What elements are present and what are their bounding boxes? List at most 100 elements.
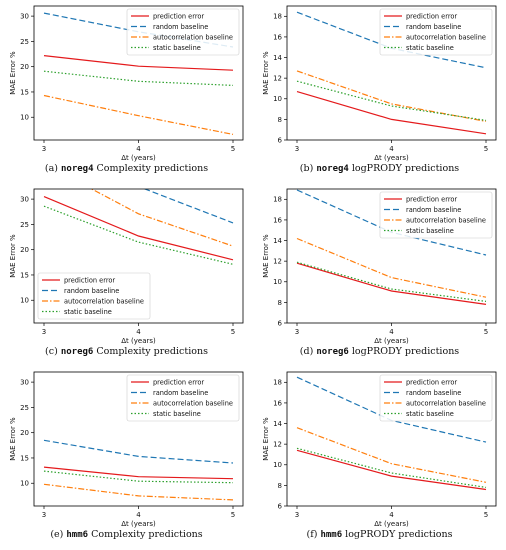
legend-label: static baseline xyxy=(64,308,112,316)
y-tick-label: 14 xyxy=(273,420,282,428)
legend-label: random baseline xyxy=(406,206,461,214)
caption-d: (d) noreg6 logPRODY predictions xyxy=(253,346,506,357)
chart-panel-c: 10 15 20 25 30 3 4 5 Δt (years) MAE Error % predic… xyxy=(0,183,253,366)
x-axis-label: Δt (years) xyxy=(374,154,409,162)
y-tick-label: 14 xyxy=(273,54,282,62)
x-tick-label: 4 xyxy=(389,511,394,519)
series-line-prediction-error xyxy=(296,262,487,305)
series-line-autocorrelation-baseline xyxy=(43,483,234,501)
x-tick-label: 5 xyxy=(484,145,488,153)
legend-label: random baseline xyxy=(153,389,208,397)
x-axis-label: Δt (years) xyxy=(374,520,409,528)
chart-svg-c: 10 15 20 25 30 3 4 5 Δt (years) MAE Error % predic… xyxy=(9,188,244,345)
series-line-random-baseline xyxy=(43,439,234,464)
legend-label: random baseline xyxy=(64,287,119,295)
x-tick-label: 3 xyxy=(42,145,46,153)
series-group xyxy=(43,439,234,501)
legend-box xyxy=(379,8,493,56)
legend-label: prediction error xyxy=(153,378,204,386)
y-tick-label: 25 xyxy=(20,404,29,412)
legend-label: prediction error xyxy=(153,12,204,20)
series-line-prediction-error xyxy=(43,466,234,480)
x-tick-label: 5 xyxy=(484,328,488,336)
legend-label: prediction error xyxy=(64,276,115,284)
y-tick-label: 10 xyxy=(20,114,29,122)
caption-suffix: Complexity predictions xyxy=(93,346,208,357)
legend: prediction error random baseline autocorre… xyxy=(126,374,240,422)
y-tick-label: 8 xyxy=(278,116,282,124)
y-tick-label: 10 xyxy=(20,297,29,305)
caption-suffix: Complexity predictions xyxy=(93,163,209,174)
x-tick-label: 4 xyxy=(136,511,141,519)
series-line-random-baseline xyxy=(43,12,234,48)
y-tick-label: 15 xyxy=(20,454,29,462)
caption-prefix: (e) xyxy=(50,529,67,540)
y-tick-label: 20 xyxy=(20,246,29,254)
caption-prefix: (f) xyxy=(306,529,321,540)
legend-label: prediction error xyxy=(406,195,457,203)
chart-panel-b: 6 8 10 12 14 16 18 3 4 5 Δt (years) MAE Error % pred… xyxy=(253,0,506,183)
series-line-static-baseline xyxy=(43,70,234,86)
y-tick-label: 14 xyxy=(273,237,282,245)
y-tick-label: 6 xyxy=(278,319,283,327)
legend-label: static baseline xyxy=(406,410,454,418)
series-group xyxy=(43,189,234,265)
x-tick-label: 3 xyxy=(42,511,46,519)
series-line-autocorrelation-baseline xyxy=(296,237,487,298)
x-tick-label: 5 xyxy=(231,328,235,336)
legend-label: prediction error xyxy=(406,12,457,20)
y-axis-label: MAE Error % xyxy=(262,417,270,461)
y-tick-label: 20 xyxy=(20,429,29,437)
caption-suffix: logPRODY predictions xyxy=(348,346,460,357)
y-axis-label: MAE Error % xyxy=(9,417,17,461)
x-tick-label: 5 xyxy=(231,145,235,153)
legend-label: autocorrelation baseline xyxy=(406,33,486,41)
caption-dataset: noreg4 xyxy=(60,164,94,174)
y-tick-label: 30 xyxy=(20,13,29,21)
y-tick-label: 8 xyxy=(278,299,282,307)
legend-label: random baseline xyxy=(406,389,461,397)
series-line-static-baseline xyxy=(296,80,487,121)
legend-label: static baseline xyxy=(153,410,201,418)
y-tick-label: 12 xyxy=(273,441,282,449)
series-line-static-baseline xyxy=(43,470,234,484)
legend: prediction error random baseline autocorre… xyxy=(37,272,151,320)
legend-label: autocorrelation baseline xyxy=(406,216,486,224)
y-axis-label: MAE Error % xyxy=(9,51,17,95)
caption-dataset: noreg6 xyxy=(316,347,349,357)
series-line-static-baseline xyxy=(296,261,487,302)
y-axis-label: MAE Error % xyxy=(262,234,270,278)
y-tick-label: 12 xyxy=(273,258,282,266)
chart-svg-b: 6 8 10 12 14 16 18 3 4 5 Δt (years) MAE Error % pred… xyxy=(262,5,497,162)
chart-svg-d: 6 8 10 12 14 16 18 3 4 5 Δt (years) MAE Error % pred… xyxy=(262,188,497,345)
series-line-prediction-error xyxy=(43,55,234,71)
caption-f: (f) hmm6 logPRODY predictions xyxy=(253,529,506,540)
y-tick-label: 18 xyxy=(273,196,282,204)
y-tick-label: 6 xyxy=(278,136,283,144)
caption-dataset: noreg6 xyxy=(60,347,94,357)
chart-panel-e: 10 15 20 25 30 3 4 5 Δt (years) MAE Error % predic… xyxy=(0,366,253,549)
chart-svg-a: 10 15 20 25 30 3 4 5 Δt (years) MAE Error % predic… xyxy=(9,5,244,162)
chart-panel-d: 6 8 10 12 14 16 18 3 4 5 Δt (years) MAE Error % pred… xyxy=(253,183,506,366)
series-line-prediction-error xyxy=(296,449,487,491)
x-tick-label: 4 xyxy=(389,145,394,153)
legend-label: autocorrelation baseline xyxy=(406,399,486,407)
legend-box xyxy=(37,272,151,320)
caption-suffix: logPRODY predictions xyxy=(342,529,453,540)
y-tick-label: 20 xyxy=(20,63,29,71)
x-tick-label: 3 xyxy=(295,511,299,519)
x-tick-label: 4 xyxy=(136,328,141,336)
caption-dataset: hmm6 xyxy=(66,530,89,540)
x-tick-label: 5 xyxy=(231,511,235,519)
legend-label: random baseline xyxy=(153,23,208,31)
legend-label: static baseline xyxy=(153,44,201,52)
y-tick-label: 18 xyxy=(273,379,282,387)
y-tick-label: 10 xyxy=(20,480,29,488)
x-axis-label: Δt (years) xyxy=(121,337,156,345)
y-tick-label: 8 xyxy=(278,482,282,490)
legend: prediction error random baseline autocorre… xyxy=(126,8,240,56)
y-tick-label: 18 xyxy=(273,13,282,21)
caption-prefix: (a) xyxy=(44,163,61,174)
legend-label: autocorrelation baseline xyxy=(64,297,144,305)
series-line-autocorrelation-baseline xyxy=(296,427,487,483)
